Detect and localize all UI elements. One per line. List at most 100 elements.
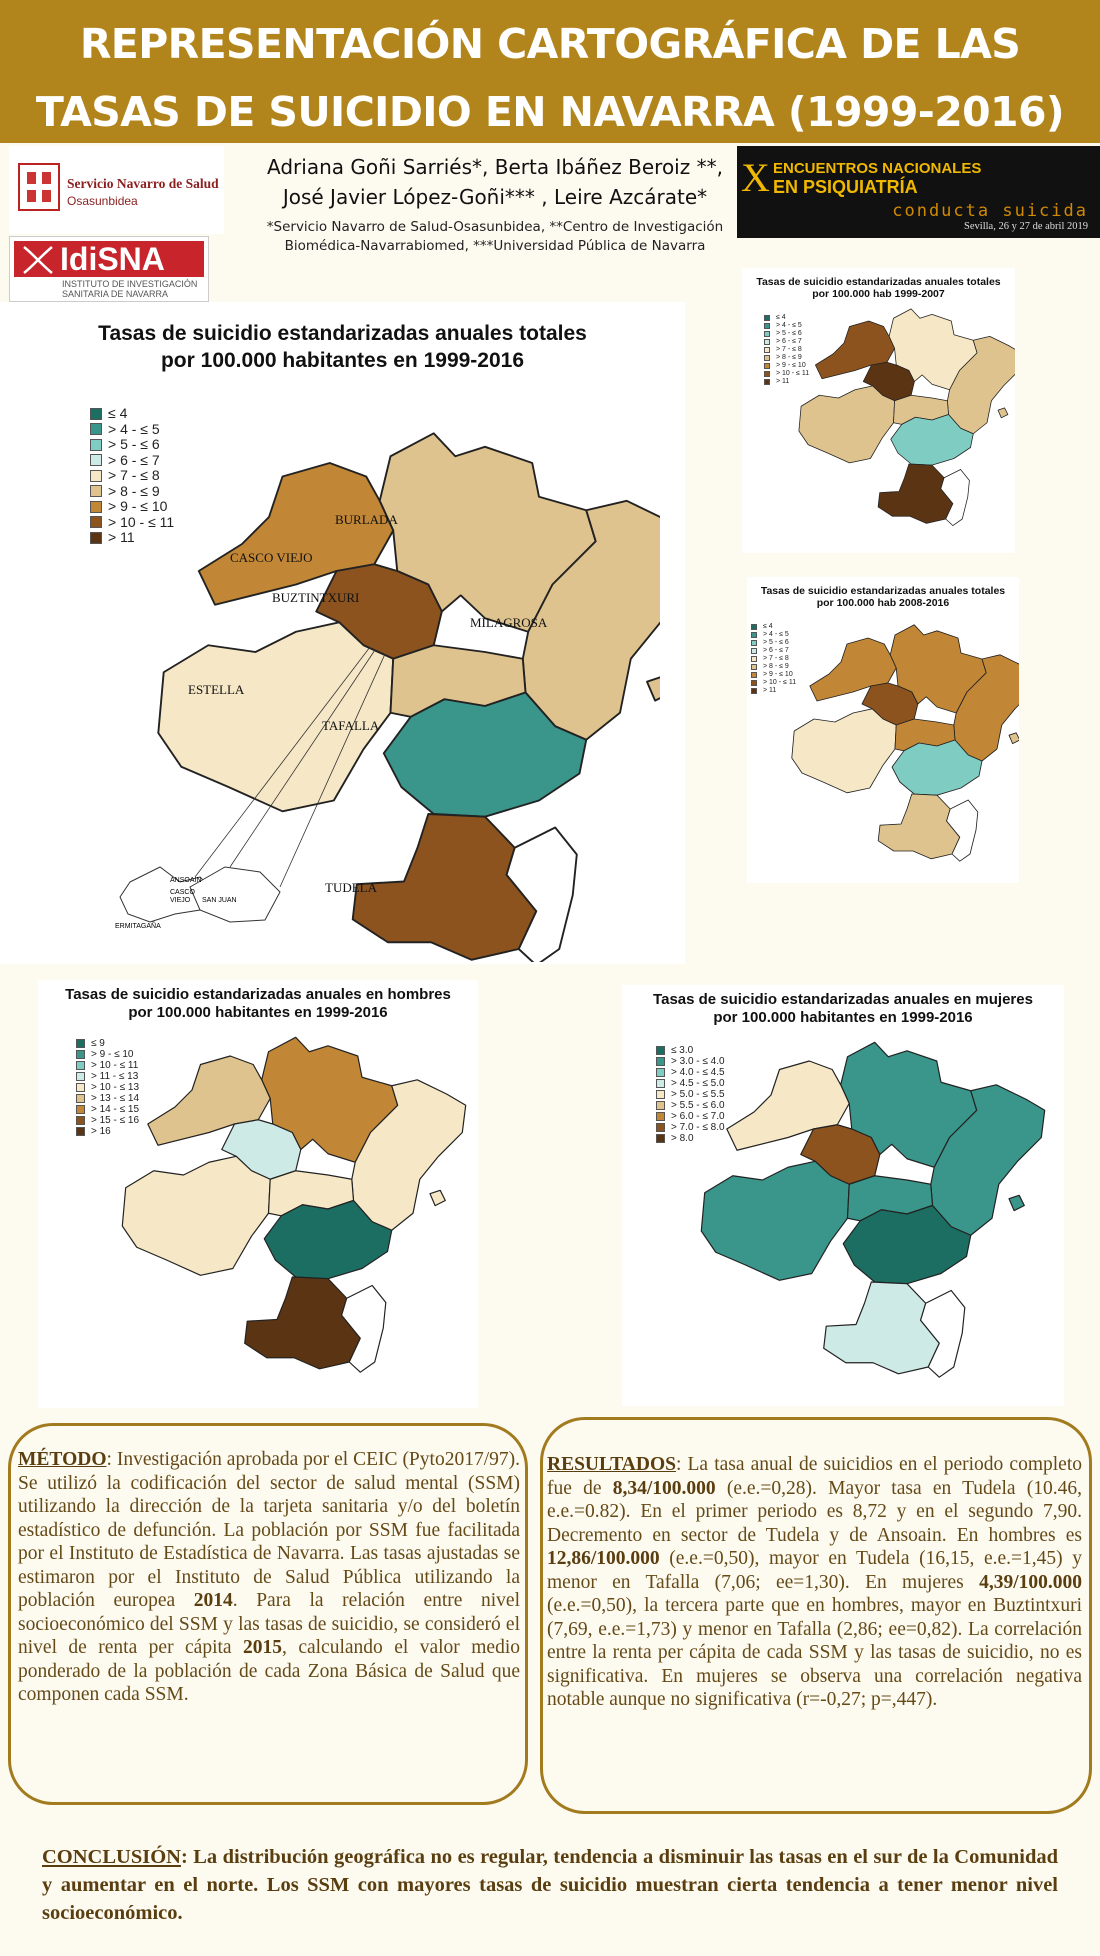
region-tafalla bbox=[842, 1204, 972, 1285]
legend-item: > 8 - ≤ 9 bbox=[90, 482, 174, 500]
legend-item: > 10 - ≤ 11 bbox=[751, 679, 796, 687]
legend-swatch bbox=[90, 438, 102, 451]
legend-item: > 6 - ≤ 7 bbox=[764, 338, 809, 346]
legend-swatch bbox=[76, 1105, 85, 1114]
legend-label: ≤ 4 bbox=[108, 405, 128, 421]
metodo-year-2014: 2014 bbox=[193, 1590, 233, 1611]
women-map-legend: ≤ 3.0 > 3.0 - ≤ 4.0 > 4.0 - ≤ 4.5 > 4.5 - ≤… bbox=[656, 1045, 725, 1144]
legend-item: > 10 - ≤ 11 bbox=[764, 370, 809, 378]
legend-label: > 7 - ≤ 8 bbox=[108, 467, 160, 483]
legend-swatch bbox=[751, 640, 757, 646]
legend-item: > 9 - ≤ 10 bbox=[90, 498, 174, 515]
navarra-map-men bbox=[121, 1036, 467, 1373]
legend-label: > 8 - ≤ 9 bbox=[763, 663, 789, 670]
legend-label: > 11 bbox=[763, 687, 777, 694]
legend-item: ≤ 9 bbox=[76, 1038, 139, 1049]
affiliation-line1: *Servicio Navarro de Salud-Osasunbidea, … bbox=[266, 219, 724, 235]
legend-label: ≤ 9 bbox=[91, 1038, 105, 1049]
legend-item: > 11 bbox=[90, 529, 174, 546]
legend-swatch bbox=[751, 672, 757, 678]
label-estella: ESTELLA bbox=[188, 682, 245, 697]
map-2008-2016-panel: Tasas de suicidio estandarizadas anuales… bbox=[747, 577, 1019, 883]
legend-item: ≤ 4 bbox=[751, 623, 796, 631]
resultados-rate-women: 4,39/100.000 bbox=[979, 1571, 1082, 1593]
legend-item: > 11 bbox=[751, 687, 796, 695]
legend-swatch bbox=[76, 1061, 85, 1070]
conclusion-heading: CONCLUSIÓN bbox=[42, 1846, 181, 1868]
men-map-panel: Tasas de suicidio estandarizadas anuales… bbox=[38, 980, 478, 1408]
main-map: ANSOAIN CASCO VIEJO SAN JUAN ERMITAGAÑA … bbox=[115, 432, 660, 962]
legend-swatch bbox=[751, 648, 757, 654]
region-tafalla bbox=[890, 414, 974, 466]
idisna-subtitle-2: SANITARIA DE NAVARRA bbox=[62, 289, 169, 299]
legend-label: ≤ 4 bbox=[776, 314, 786, 321]
title-banner: REPRESENTACIÓN CARTOGRÁFICA DE LAS TASAS… bbox=[0, 0, 1100, 143]
legend-item: > 4 - ≤ 5 bbox=[90, 420, 174, 438]
navarra-map-1999-2007 bbox=[798, 308, 1015, 526]
main-map-legend: ≤ 4 > 4 - ≤ 5 > 5 - ≤ 6 > 6 - ≤ 7 > 7 - ≤ 8 >… bbox=[90, 405, 174, 546]
legend-label: > 9 - ≤ 10 bbox=[763, 671, 793, 678]
legend-label: > 15 - ≤ 16 bbox=[91, 1115, 140, 1126]
legend-swatch bbox=[90, 485, 102, 498]
map-1999-2007-legend: ≤ 4 > 4 - ≤ 5 > 5 - ≤ 6 > 6 - ≤ 7 > 7 - ≤ 8 >… bbox=[764, 314, 809, 386]
women-map-title-line2: por 100.000 habitantes en 1999-2016 bbox=[713, 1009, 973, 1026]
congress-date: Sevilla, 26 y 27 de abril 2019 bbox=[964, 221, 1088, 232]
legend-item: > 10 - ≤ 13 bbox=[76, 1082, 139, 1093]
legend-item: > 9 - ≤ 10 bbox=[76, 1049, 139, 1060]
legend-label: > 5.5 - ≤ 6.0 bbox=[671, 1100, 725, 1111]
legend-swatch bbox=[76, 1072, 85, 1081]
legend-swatch bbox=[656, 1079, 665, 1088]
inset-label-viejo: VIEJO bbox=[170, 897, 191, 904]
legend-swatch bbox=[90, 469, 102, 482]
legend-item: > 6 - ≤ 7 bbox=[751, 647, 796, 655]
legend-swatch bbox=[90, 407, 102, 420]
legend-label: > 5 - ≤ 6 bbox=[108, 436, 160, 452]
legend-swatch bbox=[656, 1112, 665, 1121]
region-tudela bbox=[823, 1281, 940, 1375]
legend-swatch bbox=[764, 315, 770, 321]
region-tudela bbox=[877, 463, 954, 524]
legend-swatch bbox=[764, 379, 770, 385]
legend-label: > 5 - ≤ 6 bbox=[763, 639, 789, 646]
legend-label: > 5.0 - ≤ 5.5 bbox=[671, 1089, 725, 1100]
legend-item: > 13 - ≤ 14 bbox=[76, 1093, 139, 1104]
legend-item: > 5.0 - ≤ 5.5 bbox=[656, 1089, 725, 1100]
poster-title-line2: TASAS DE SUICIDIO EN NAVARRA (1999-2016) bbox=[35, 88, 1065, 136]
men-map-legend: ≤ 9 > 9 - ≤ 10 > 10 - ≤ 11 > 11 - ≤ 13 > 10 … bbox=[76, 1038, 139, 1137]
region-isl bbox=[1008, 732, 1019, 745]
legend-swatch bbox=[656, 1134, 665, 1143]
poster-title-line1: REPRESENTACIÓN CARTOGRÁFICA DE LAS bbox=[79, 20, 1021, 68]
legend-swatch bbox=[90, 454, 102, 467]
legend-label: > 9 - ≤ 10 bbox=[776, 362, 806, 369]
legend-item: ≤ 4 bbox=[764, 314, 809, 322]
legend-label: > 4 - ≤ 5 bbox=[776, 322, 802, 329]
idisna-subtitle-1: INSTITUTO DE INVESTIGACIÓN bbox=[62, 279, 198, 289]
legend-swatch bbox=[76, 1127, 85, 1136]
resultados-text-2: (e.e.=0,28). Mayor tasa en Tudela (10.46… bbox=[547, 1477, 1082, 1546]
resultados-text-4: (e.e.=0,50), la tercera parte que en hom… bbox=[547, 1595, 1082, 1710]
legend-item: > 4.5 - ≤ 5.0 bbox=[656, 1078, 725, 1089]
legend-item: > 7 - ≤ 8 bbox=[764, 346, 809, 354]
region-tafalla bbox=[382, 691, 588, 818]
region-out bbox=[940, 469, 970, 526]
legend-swatch bbox=[656, 1046, 665, 1055]
region-milagrosa bbox=[947, 336, 1015, 435]
map-1999-2007-title-line2: por 100.000 hab 1999-2007 bbox=[812, 288, 945, 300]
map-1999-2007-title: Tasas de suicidio estandarizadas anuales… bbox=[742, 276, 1015, 300]
metodo-text-b: . Para la relación entre nivel socioecon… bbox=[18, 1590, 520, 1658]
congress-numeral: X bbox=[741, 155, 770, 200]
legend-label: > 4 - ≤ 5 bbox=[108, 420, 160, 437]
label-tudela: TUDELA bbox=[325, 880, 378, 895]
legend-label: > 16 bbox=[91, 1126, 111, 1137]
region-tudela bbox=[351, 813, 538, 961]
legend-item: > 6 - ≤ 7 bbox=[90, 452, 174, 469]
idisna-logo: IdiSNA INSTITUTO DE INVESTIGACIÓN SANITA… bbox=[9, 236, 209, 302]
label-burlada: BURLADA bbox=[335, 512, 398, 527]
resultados-rate-total: 8,34/100.000 bbox=[612, 1477, 716, 1499]
region-estella bbox=[700, 1160, 850, 1281]
legend-label: > 8 - ≤ 9 bbox=[108, 482, 160, 499]
legend-label: > 6.0 - ≤ 7.0 bbox=[671, 1111, 725, 1122]
label-casco-viejo: CASCO VIEJO bbox=[230, 550, 312, 565]
legend-swatch bbox=[751, 680, 757, 686]
legend-swatch bbox=[751, 688, 757, 694]
